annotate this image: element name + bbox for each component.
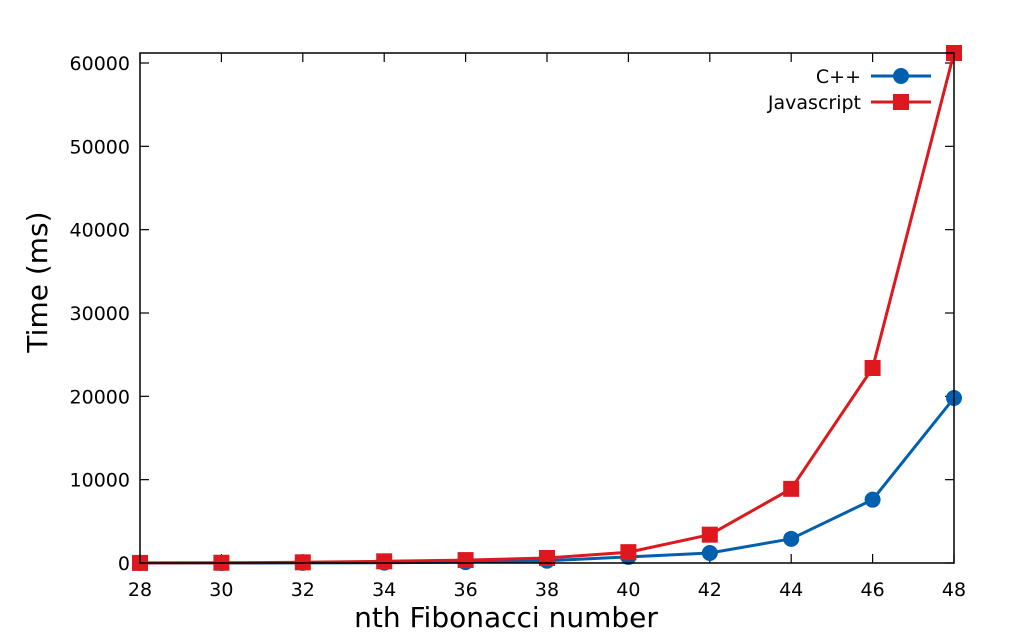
data-point-javascript xyxy=(620,544,637,561)
series-line-cpp xyxy=(140,397,956,565)
data-point-cpp xyxy=(783,530,800,547)
data-point-javascript xyxy=(864,360,881,376)
x-tick-label: 44 xyxy=(779,579,803,601)
x-tick-label: 42 xyxy=(698,579,722,601)
y-tick-label: 10000 xyxy=(70,470,130,492)
data-point-javascript xyxy=(783,480,800,497)
data-point-javascript xyxy=(539,550,555,566)
x-axis-label: nth Fibonacci number xyxy=(354,601,658,634)
y-tick-label: 20000 xyxy=(70,386,130,408)
x-tick-label: 34 xyxy=(372,579,396,601)
legend: C++ Javascript xyxy=(767,66,931,114)
data-point-cpp xyxy=(864,491,881,508)
data-point-javascript xyxy=(457,552,474,569)
x-tick-label: 30 xyxy=(209,579,233,601)
y-tick-label: 0 xyxy=(118,553,130,575)
data-point-javascript xyxy=(376,553,393,570)
x-tick-label: 32 xyxy=(291,579,315,601)
data-point-cpp xyxy=(701,545,718,561)
x-tick-label: 40 xyxy=(616,579,640,601)
x-tick-label: 46 xyxy=(861,579,885,601)
legend-marker-cpp xyxy=(893,68,909,84)
plot-frame xyxy=(139,52,955,564)
x-tick-label: 36 xyxy=(454,579,478,601)
series-group xyxy=(132,45,962,571)
x-tick-label: 48 xyxy=(942,579,966,601)
legend-label-javascript: Javascript xyxy=(767,92,861,114)
legend-marker-javascript xyxy=(893,94,909,110)
y-tick-label: 40000 xyxy=(70,220,130,242)
y-tick-label: 50000 xyxy=(70,136,130,158)
legend-label-cpp: C++ xyxy=(816,66,861,88)
x-tick-label: 28 xyxy=(128,579,152,601)
series-line-javascript xyxy=(139,52,956,565)
y-axis-label: Time (ms) xyxy=(21,211,54,353)
x-tick-label: 38 xyxy=(535,579,559,601)
y-tick-label: 60000 xyxy=(70,53,130,75)
data-point-javascript xyxy=(701,526,718,543)
y-tick-label: 30000 xyxy=(70,303,130,325)
